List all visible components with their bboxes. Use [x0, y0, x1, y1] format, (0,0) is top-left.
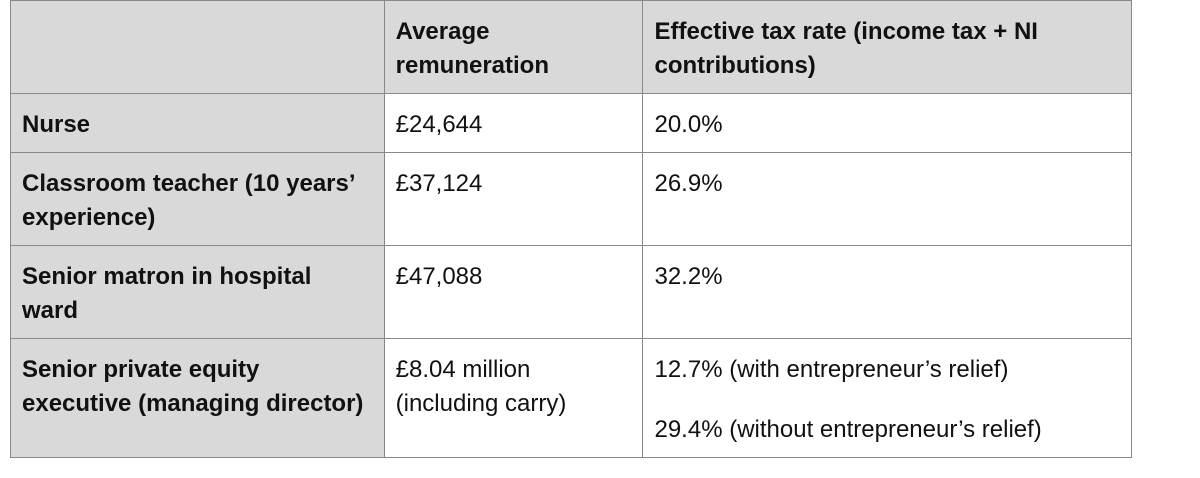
row-label: Classroom teacher (10 years’ experience) — [10, 152, 385, 246]
tax-rate: 20.0% — [654, 111, 723, 138]
tax-rate-cell: 26.9% — [642, 152, 1132, 246]
table-row: Senior matron in hospital ward £47,088 32.… — [10, 245, 1132, 339]
row-label: Nurse — [10, 93, 385, 153]
tax-table: Average remuneration Effective tax rate … — [10, 0, 1132, 458]
remuneration-cell: £37,124 — [383, 152, 644, 246]
tax-rate-cell: 32.2% — [642, 245, 1132, 339]
remuneration-cell: £24,644 — [383, 93, 644, 153]
header-row: Average remuneration Effective tax rate … — [10, 0, 1132, 94]
column-header: Effective tax rate (income tax + NI cont… — [642, 0, 1132, 94]
corner-cell — [10, 0, 385, 94]
column-header: Average remuneration — [383, 0, 644, 94]
row-label: Senior private equity executive (managin… — [10, 338, 385, 458]
tax-rate: 32.2% — [654, 263, 723, 290]
remuneration-cell: £47,088 — [383, 245, 644, 339]
tax-rate-cell: 12.7% (with entrepreneur’s relief) 29.4% … — [642, 338, 1132, 458]
tax-rate: 12.7% (with entrepreneur’s relief) — [654, 356, 1009, 383]
table-row: Senior private equity executive (managin… — [10, 338, 1132, 458]
tax-rate: 29.4% (without entrepreneur’s relief) — [654, 416, 1042, 443]
tax-rate: 26.9% — [654, 170, 723, 197]
table-row: Classroom teacher (10 years’ experience)… — [10, 152, 1132, 246]
table-row: Nurse £24,644 20.0% — [10, 93, 1132, 153]
remuneration-cell: £8.04 million (including carry) — [383, 338, 644, 458]
row-label: Senior matron in hospital ward — [10, 245, 385, 339]
tax-rate-cell: 20.0% — [642, 93, 1132, 153]
